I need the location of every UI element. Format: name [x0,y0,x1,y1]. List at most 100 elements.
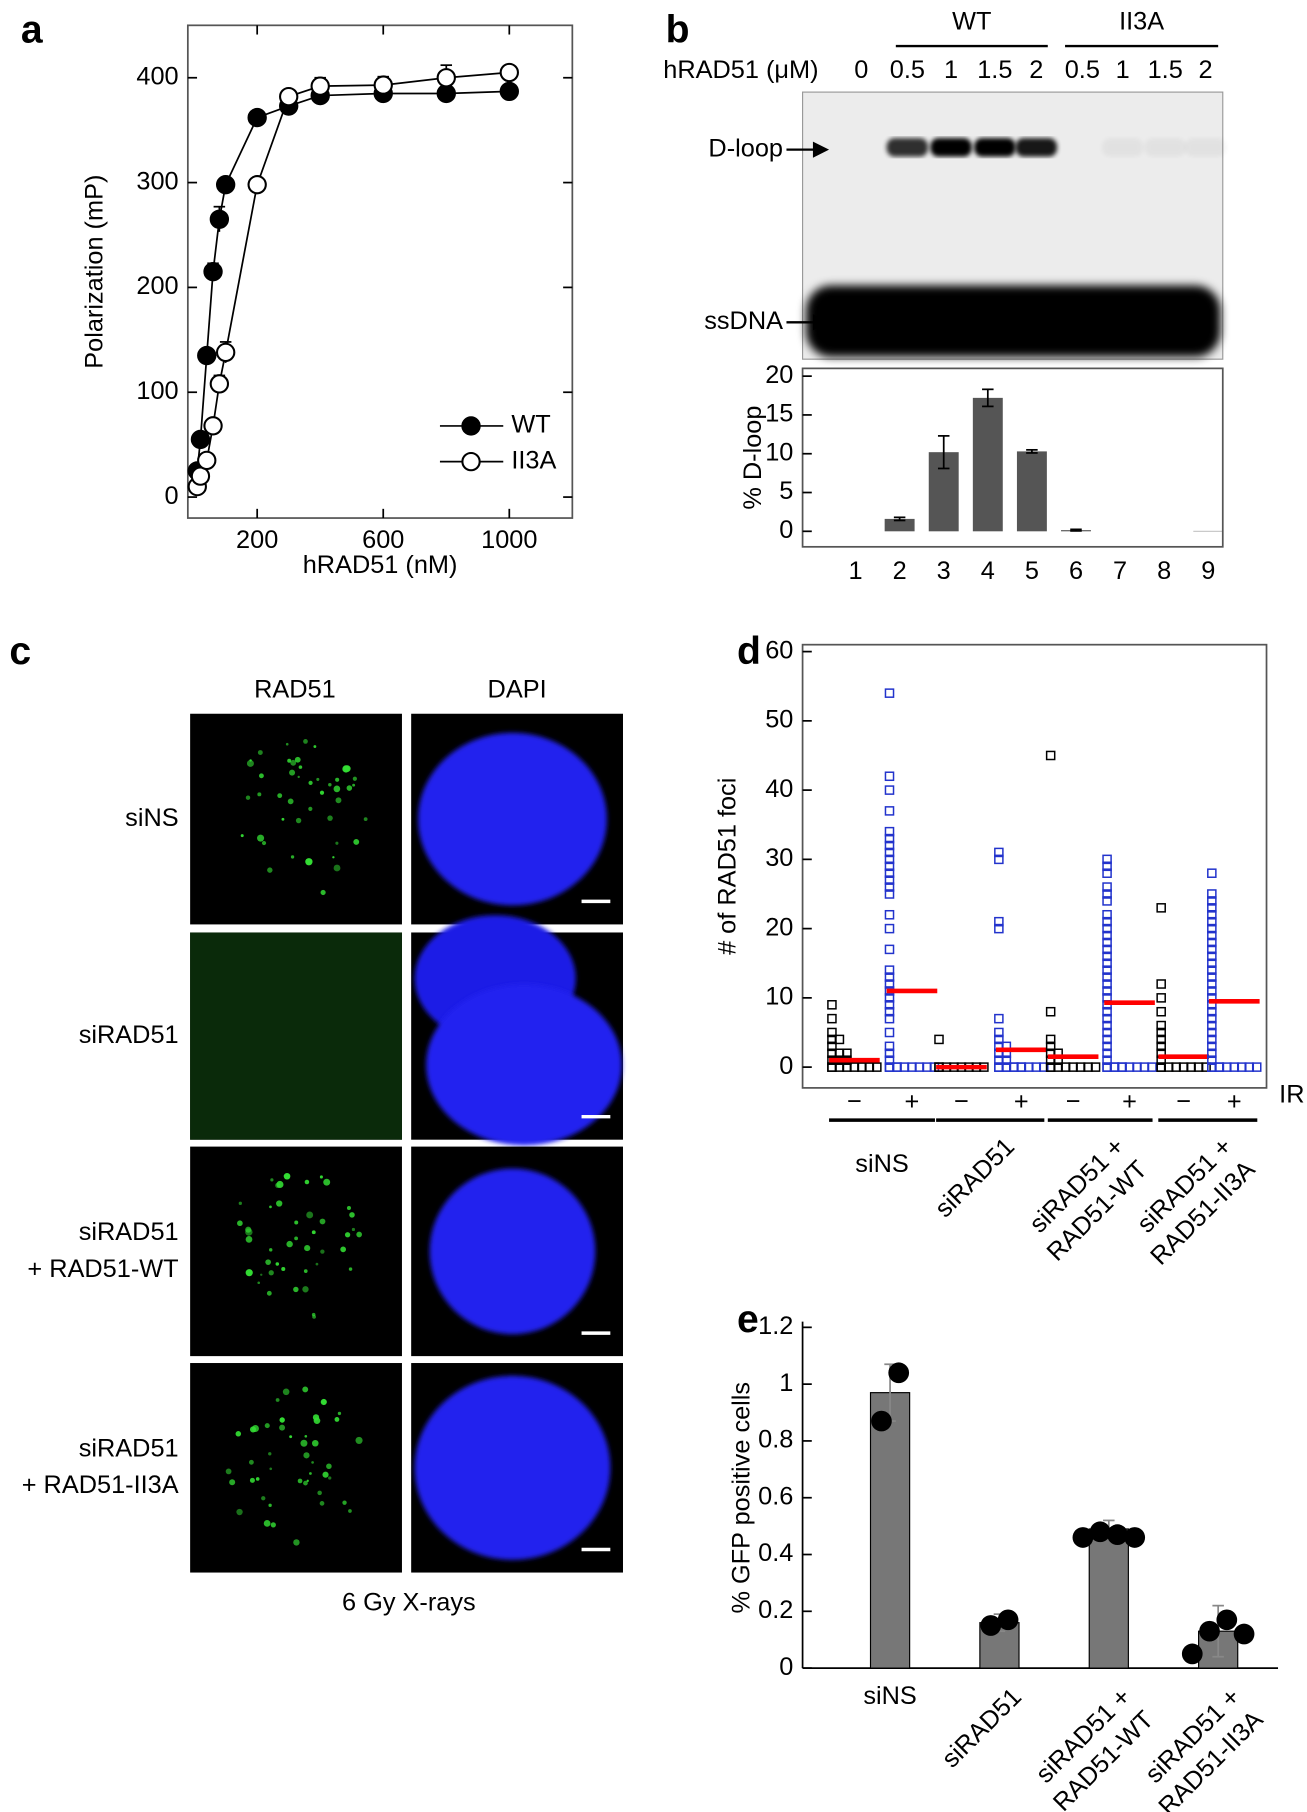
rad51-focus [335,797,342,804]
lane-label: 1.5 [977,56,1012,84]
rad51-focus [270,1178,274,1182]
foci-point [884,771,895,782]
foci-point [884,785,895,795]
panel-label: a [21,9,44,52]
rad51-focus [249,1477,255,1483]
group-label-line: siNS [855,1150,908,1178]
foci-point [1207,986,1217,996]
foci-point [1102,923,1112,934]
rad51-focus [237,1220,243,1227]
rad51-focus [257,792,262,797]
rad51-focus [335,777,340,782]
rad51-focus [319,790,325,795]
rad51-focus [277,793,283,799]
rad51-focus [268,1452,272,1456]
row-label-line: siRAD51 [79,1218,179,1246]
x-tick-label-line: siNS [863,1682,916,1710]
rad51-focus [275,1398,280,1402]
foci-point [1207,1020,1217,1031]
foci-point [884,889,895,899]
rad51-focus [286,1240,293,1248]
plot-frame [801,643,1268,1089]
foci-point [1102,916,1112,927]
foci-point [1207,930,1217,941]
rad51-focus [319,1175,323,1179]
rad51-focus [300,1439,308,1447]
y-axis-label: % GFP positive cells [727,1382,755,1614]
rad51-focus [309,1472,312,1475]
foci-point [994,847,1004,858]
x-tick-label: − [1176,1088,1191,1116]
point [190,429,211,450]
point [279,86,299,107]
rad51-focus [303,1269,308,1273]
rad51-focus [313,745,317,748]
foci-point [1207,1034,1217,1045]
rad51-focus [356,1231,362,1238]
y-tick-label: 0.8 [758,1426,793,1454]
replicate-point [1089,1521,1111,1543]
replicate-point [871,1410,892,1432]
y-axis-label: % D-loop [739,406,767,510]
foci-point [1251,1062,1262,1072]
foci-point [1214,1062,1225,1072]
foci-point [842,1048,852,1059]
rad51-focus [353,838,360,845]
rad51-focus [293,1286,299,1293]
rad51-focus [235,1431,242,1437]
point [209,374,230,394]
y-tick-label: 5 [779,477,793,505]
foci-point [884,688,895,698]
rad51-focus [238,1201,242,1205]
lane-label: 2 [1029,56,1043,84]
x-tick-label: 600 [362,526,404,554]
rad51-focus [303,739,308,744]
foci-point [1102,965,1112,975]
foci-point [884,1048,895,1059]
foci-point [1207,1006,1217,1017]
x-tick-label: − [847,1088,862,1116]
point [499,62,519,83]
rad51-focus [348,1509,352,1513]
foci-point [1102,930,1112,941]
rad51-focus [294,1236,299,1241]
foci-point [884,993,895,1003]
rad51-focus [322,1471,329,1478]
bar [972,397,1003,532]
rad51-focus [317,1490,322,1496]
rad51-focus [287,798,294,805]
foci-point [1102,909,1112,920]
point [373,75,393,95]
y-tick-label: 10 [765,438,793,466]
rad51-focus [249,1426,257,1433]
series-line [196,90,510,471]
row-label: siNS [125,804,178,832]
rad51-focus [245,1228,253,1236]
replicate-point [1072,1527,1094,1548]
rad51-focus [289,1435,293,1439]
rad51-focus [323,1178,331,1186]
rad51-focus [315,1262,319,1266]
foci-point [884,875,895,885]
point [310,76,330,96]
foci-point [827,1027,837,1038]
y-tick-label: 40 [765,775,793,803]
rad51-focus [306,1211,314,1219]
foci-point [994,1027,1004,1038]
foci-point [1102,979,1112,989]
row-label-line: + RAD51-WT [27,1254,178,1282]
foci-point [1045,1062,1056,1072]
rad51-focus [245,1236,253,1243]
rad51-focus [287,758,292,763]
column-label: RAD51 [254,675,336,703]
rad51-focus [328,1476,332,1480]
group-label-line: siRAD51 [929,1132,1019,1222]
lane-label: 1 [944,56,958,84]
foci-point [1102,861,1112,872]
rad51-focus [285,742,289,746]
rad51-focus [320,1249,325,1254]
rad51-focus [290,855,295,859]
lane-label: 0.5 [1065,56,1100,84]
rad51-focus [294,756,301,763]
x-tick-label: − [1066,1088,1081,1116]
